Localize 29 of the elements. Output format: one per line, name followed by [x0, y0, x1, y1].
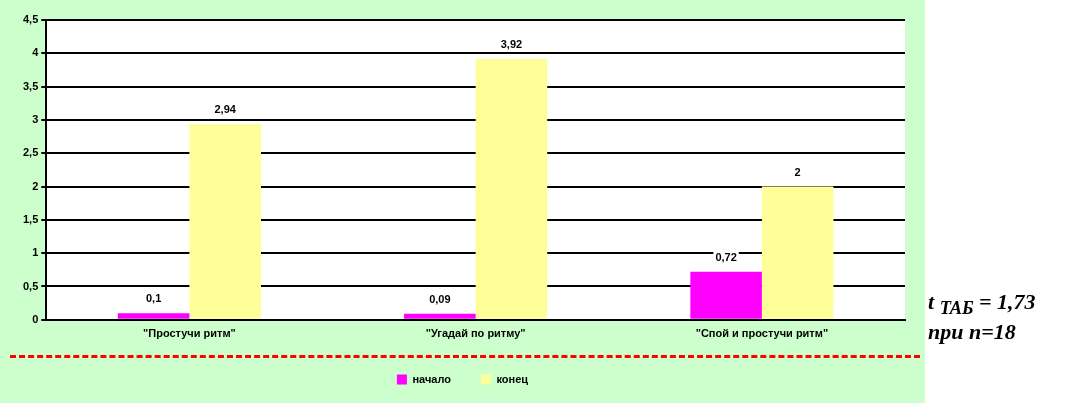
y-tick-label: 3,5 — [22, 79, 39, 92]
text: t $_{ТАБ}$ = 1,73 — [928, 289, 1036, 321]
data-label: 3,92 — [500, 37, 523, 50]
y-tick-label: 2,5 — [22, 146, 39, 159]
bar — [690, 271, 762, 319]
bar — [404, 313, 476, 319]
bar — [761, 186, 834, 319]
bar — [117, 313, 190, 319]
text: при n=18 — [928, 319, 1017, 345]
x-tick-label: "Простучи ритм" — [143, 327, 236, 340]
data-label: 0,09 — [429, 292, 451, 305]
y-tick-label: 1,5 — [22, 212, 39, 225]
y-tick-label: 0 — [32, 312, 39, 325]
data-label: 0,1 — [145, 292, 162, 305]
legend-label: начало — [412, 372, 452, 385]
y-tick-label: 4,5 — [22, 13, 39, 26]
data-label: 0,72 — [715, 250, 737, 263]
bar — [189, 123, 261, 319]
bar — [475, 58, 548, 319]
y-tick-label: 1 — [32, 246, 39, 259]
x-tick-label: "Спой и простучи ритм" — [695, 327, 829, 340]
y-tick-label: 0,5 — [22, 279, 39, 292]
data-label: 2 — [794, 165, 801, 178]
y-tick-label: 3 — [32, 112, 39, 125]
legend-label: конец — [496, 372, 529, 385]
x-tick-label: "Угадай по ритму" — [425, 327, 526, 340]
y-tick-label: 2 — [32, 179, 39, 192]
y-tick-label: 4 — [32, 46, 40, 59]
data-label: 2,94 — [214, 102, 237, 115]
